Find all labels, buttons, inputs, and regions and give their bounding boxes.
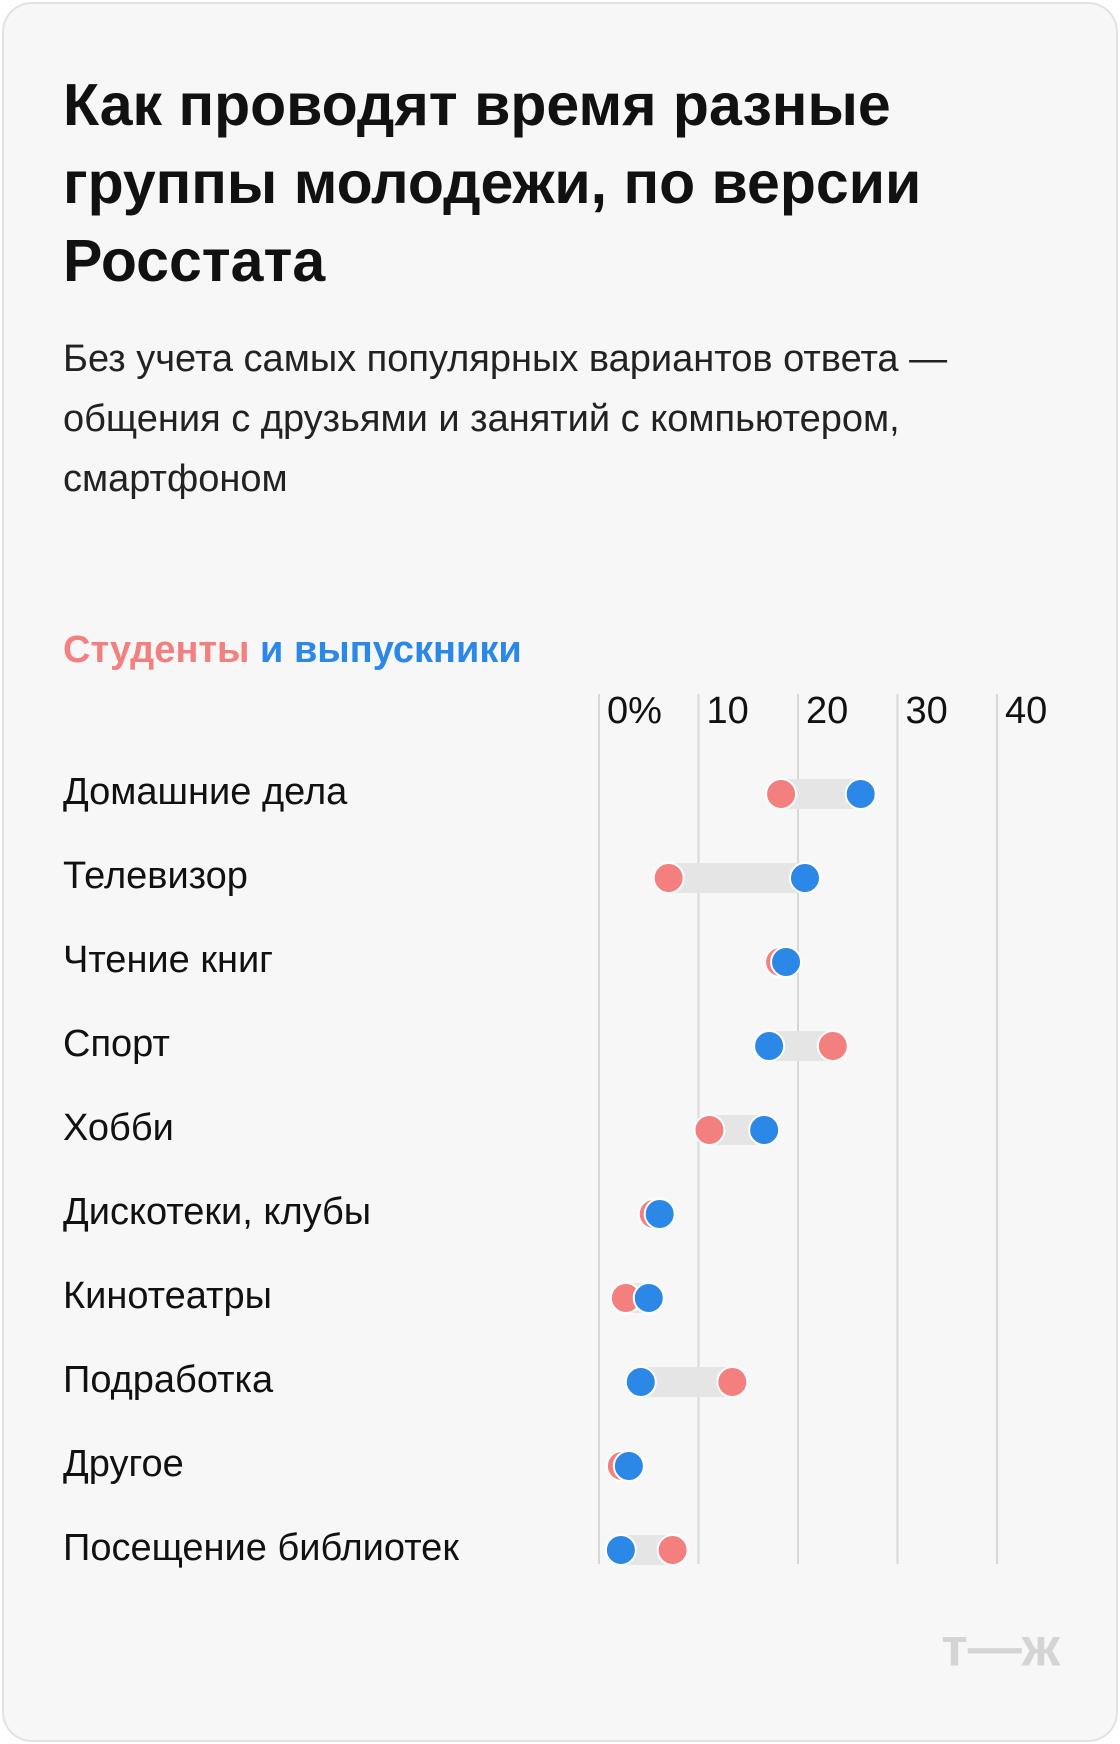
range-bar xyxy=(668,863,805,893)
dot xyxy=(656,1534,689,1566)
x-tick-label: 20 xyxy=(806,690,848,732)
dot xyxy=(632,1282,665,1314)
dot xyxy=(612,1450,645,1482)
category-label: Дискотеки, клубы xyxy=(63,1191,371,1233)
dot xyxy=(844,778,877,810)
x-tick-label: 10 xyxy=(707,690,749,732)
legend-entry: и выпускники xyxy=(260,629,522,671)
title: Как проводят время разные группы молодеж… xyxy=(63,72,922,294)
legend-entry: Студенты xyxy=(63,629,249,671)
category-label: Посещение библиотек xyxy=(63,1527,459,1569)
chart: Студенты и выпускники т—ж 0% 10 20 30 40 Дома… xyxy=(63,629,1061,1677)
dot xyxy=(624,1366,657,1398)
category-label: Спорт xyxy=(63,1023,170,1065)
category-label: Домашние дела xyxy=(63,771,348,813)
dot xyxy=(693,1114,726,1146)
dot xyxy=(748,1114,781,1146)
dot xyxy=(770,946,803,978)
x-tick-label: 0% xyxy=(607,690,662,732)
x-tick-label: 30 xyxy=(906,690,948,732)
subtitle: Без учета самых популярных вариантов отв… xyxy=(63,338,948,500)
category-label: Подработка xyxy=(63,1359,274,1401)
logo: т—ж xyxy=(941,1617,1060,1677)
dot xyxy=(652,862,685,894)
dot xyxy=(604,1534,637,1566)
category-label: Кинотеатры xyxy=(63,1275,272,1317)
dot xyxy=(753,1030,786,1062)
x-tick-label: 40 xyxy=(1005,690,1047,732)
category-label: Телевизор xyxy=(63,855,248,897)
category-label: Хобби xyxy=(63,1107,174,1149)
dot xyxy=(716,1366,749,1398)
legend: Студенты и выпускники xyxy=(63,629,522,671)
dot xyxy=(788,862,821,894)
dot xyxy=(816,1030,849,1062)
dot xyxy=(765,778,798,810)
category-label: Другое xyxy=(63,1443,184,1485)
dot xyxy=(643,1198,676,1230)
category-label: Чтение книг xyxy=(63,939,273,981)
